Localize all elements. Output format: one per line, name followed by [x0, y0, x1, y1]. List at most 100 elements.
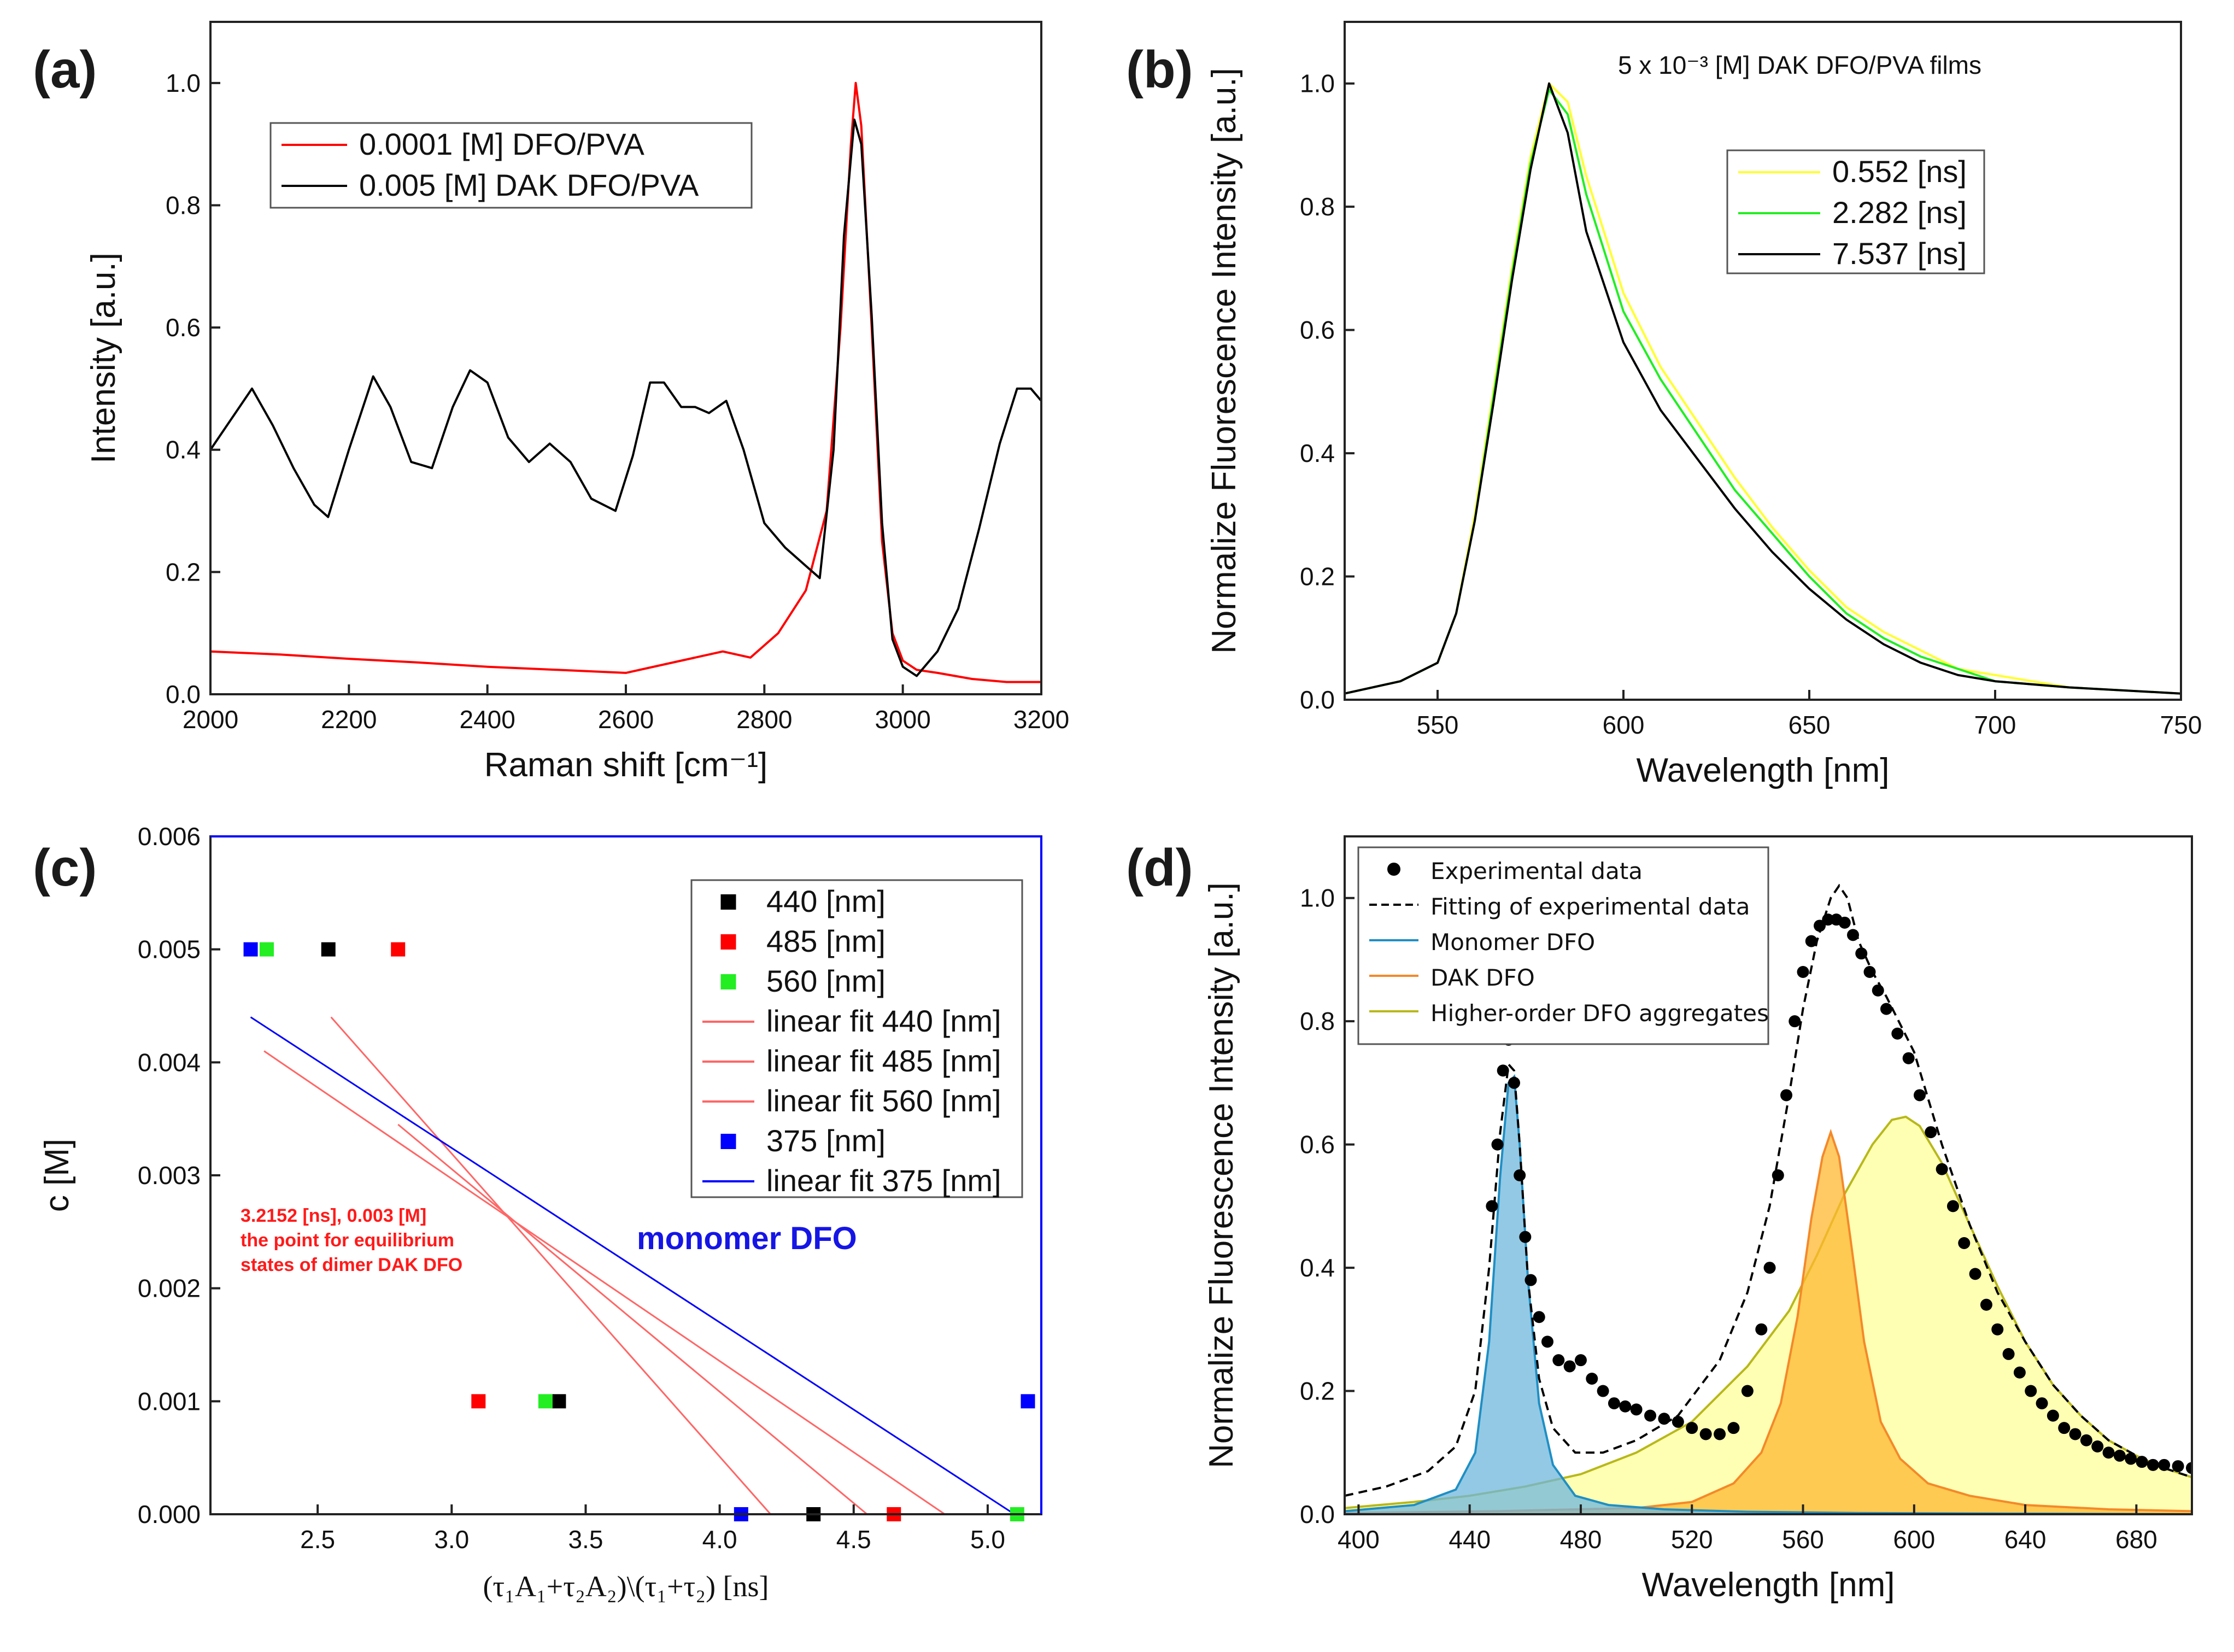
experimental-point [1855, 947, 1868, 960]
y-tick-label: 0.004 [138, 1048, 201, 1076]
legend-label: linear fit 440 [nm] [766, 1004, 1001, 1038]
y-tick-label: 0.0 [166, 680, 201, 708]
experimental-point [2091, 1440, 2104, 1452]
legend: 0.552 [ns] 2.282 [ns] 7.537 [ns] [1726, 149, 1985, 274]
x-tick-label: 680 [2115, 1525, 2157, 1554]
legend-marker [720, 934, 736, 950]
experimental-point [2147, 1458, 2159, 1471]
legend: 440 [nm] 485 [nm] 560 [nm] linear fit 440 [… [690, 879, 1023, 1198]
experimental-point [1880, 1003, 1892, 1015]
experimental-point [1847, 929, 1859, 941]
component-line [1345, 1115, 2192, 1509]
plot-area [210, 81, 1041, 683]
chart-b: 550 600 650 700 750 0.0 0.2 0.4 0.6 0.8 1.0 Wavelen… [1205, 21, 2202, 789]
experimental-point [1741, 1385, 1754, 1397]
y-tick-label: 0.6 [1300, 316, 1335, 344]
legend-box [690, 879, 1023, 1198]
experimental-point [1574, 1354, 1587, 1367]
experimental-point [1838, 916, 1851, 929]
x-tick-label: 4.5 [836, 1525, 871, 1554]
x-tick-label: 750 [2160, 711, 2202, 739]
x-axis-title: Raman shift [cm⁻¹] [484, 746, 768, 784]
x-tick-label: 550 [1417, 711, 1459, 739]
experimental-point [1946, 1200, 1959, 1212]
chart-d: 400 440 480 520 560 600 640 680 0.0 0.2 0.4 0.6 0.8 1… [1203, 835, 2193, 1604]
legend-label: 0.005 [M] DAK DFO/PVA [359, 168, 699, 202]
panel-label-c: (c) [33, 839, 97, 897]
y-tick-label: 0.8 [166, 191, 201, 219]
legend-label: 0.0001 [M] DFO/PVA [359, 127, 644, 161]
experimental-point [1755, 1323, 1768, 1335]
legend-label: 7.537 [ns] [1832, 236, 1967, 271]
y-tick-label: 0.4 [1300, 439, 1335, 467]
legend-box [269, 122, 753, 209]
experimental-point [2047, 1409, 2059, 1422]
experimental-point [1969, 1268, 1981, 1280]
legend-marker [1387, 863, 1400, 876]
experimental-point [1936, 1163, 1948, 1175]
legend-label: 2.282 [ns] [1832, 195, 1967, 230]
plot-frame [1344, 835, 2193, 1515]
experimental-point [1814, 919, 1826, 932]
legend-label: Higher-order DFO aggregates [1430, 1000, 1769, 1027]
experimental-point [1541, 1335, 1553, 1348]
y-tick-label: 1.0 [1300, 884, 1335, 912]
experimental-point [2036, 1397, 2048, 1410]
experimental-point [2013, 1366, 2026, 1379]
chart-a: 2000 2200 2400 2600 2800 3000 3200 0.0 0.2 0.4 0.6… [85, 21, 1069, 784]
experimental-point [2102, 1446, 2115, 1459]
x-tick-label: 4.0 [702, 1525, 737, 1554]
y-tick-label: 0.0 [1300, 686, 1335, 714]
experimental-point [1686, 1422, 1698, 1434]
experimental-point [1763, 1262, 1776, 1274]
x-tick-label: 700 [1974, 711, 2016, 739]
legend-box [1726, 149, 1985, 274]
y-axis-title: Normalize Fluorescence Intensity [a.u.] [1203, 882, 1240, 1468]
x-tick-label: 2200 [321, 705, 377, 734]
y-axis-title: Normalize Fluorescence Intensity [a.u.] [1205, 68, 1243, 654]
y-tick-label: 0.003 [138, 1161, 201, 1190]
y-tick-label: 0.2 [1300, 1377, 1335, 1405]
y-tick-label: 1.0 [166, 69, 201, 97]
experimental-point [1497, 1064, 1509, 1077]
y-tick-label: 0.2 [1300, 563, 1335, 591]
experimental-point [1491, 1138, 1504, 1151]
experimental-point [1772, 1169, 1784, 1181]
experimental-point [1519, 1231, 1532, 1243]
monomer-dfo-annotation: monomer DFO [637, 1221, 857, 1256]
legend: 0.0001 [M] DFO/PVA 0.005 [M] DAK DFO/PVA [269, 122, 753, 209]
y-tick-label: 0.0 [1300, 1500, 1335, 1528]
y-tick-label: 1.0 [1300, 69, 1335, 98]
legend-label: linear fit 560 [nm] [766, 1083, 1001, 1118]
x-tick-label: 3.5 [568, 1525, 603, 1554]
x-tick-label: 2000 [183, 705, 238, 734]
data-point [243, 942, 258, 957]
experimental-point [1586, 1373, 1598, 1385]
experimental-point [1991, 1323, 2004, 1335]
y-tick-label: 0.000 [138, 1500, 201, 1528]
component-fill [1345, 1116, 2192, 1514]
data-point [538, 1394, 553, 1409]
component-fill [1345, 1076, 2192, 1514]
experimental-point [1913, 1089, 1926, 1102]
data-point [259, 942, 274, 957]
experimental-point [1486, 1200, 1498, 1212]
experimental-point [1608, 1397, 1620, 1410]
data-point [391, 942, 406, 957]
fit-curve [1345, 883, 2192, 1497]
x-tick-label: 2400 [459, 705, 515, 734]
legend-label: Experimental data [1430, 858, 1643, 884]
y-tick-label: 0.2 [166, 558, 201, 586]
experimental-point [2158, 1458, 2171, 1471]
series-line [1345, 82, 2181, 695]
y-axis-title: c [M] [38, 1139, 76, 1212]
x-tick-label: 600 [1603, 711, 1645, 739]
panel-b-annotation: 5 x 10⁻³ [M] DAK DFO/PVA films [1618, 51, 1981, 79]
x-axis-title: Wavelength [nm] [1642, 1566, 1895, 1604]
legend-label: DAK DFO [1430, 964, 1535, 991]
panel-label-b: (b) [1126, 40, 1193, 99]
experimental-point [2058, 1422, 2071, 1434]
experimental-point [1699, 1428, 1712, 1440]
y-tick-label: 0.006 [138, 822, 201, 851]
